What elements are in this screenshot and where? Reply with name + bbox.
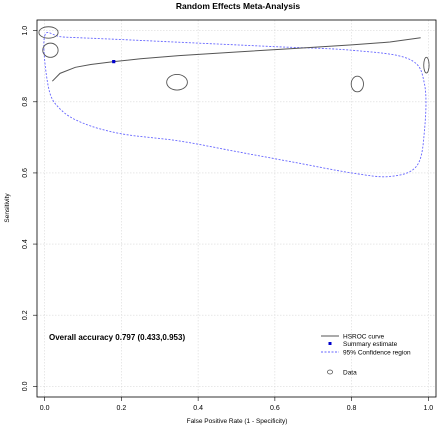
x-tick-label: 0.4 [193, 405, 203, 412]
y-axis-label: Sensitivity [4, 193, 11, 223]
legend-summary-swatch [328, 342, 332, 345]
study-ellipse [423, 56, 430, 74]
legend-data-swatch [327, 369, 333, 375]
plot-frame [36, 19, 437, 398]
study-ellipses-layer [38, 26, 430, 93]
chart-title: Random Effects Meta-Analysis [176, 1, 300, 11]
x-axis-ticks: 0.0 0.2 0.4 0.6 0.8 1.0 [40, 397, 433, 412]
y-tick-label: 0.0 [22, 381, 29, 391]
x-axis-label: False Positive Rate (1 - Specificity) [187, 418, 288, 425]
x-tick-label: 0.2 [117, 405, 127, 412]
x-tick-label: 0.6 [270, 405, 280, 412]
confidence-region [43, 32, 427, 178]
legend-data-label: Data [343, 370, 357, 377]
hsroc-curve-layer [51, 37, 421, 82]
legend-summary-label: Summary estimate [343, 341, 398, 348]
study-ellipse [38, 26, 59, 39]
legend-hsroc-label: HSROC curve [343, 334, 385, 341]
study-ellipse [350, 75, 364, 93]
summary-estimate-point [112, 60, 116, 64]
y-tick-label: 1.0 [22, 26, 29, 36]
y-tick-label: 0.2 [22, 310, 29, 320]
legend-confidence-label: 95% Confidence region [343, 350, 411, 357]
x-tick-label: 0.0 [40, 405, 50, 412]
study-ellipse [166, 73, 188, 91]
y-axis-ticks: 0.0 0.2 0.4 0.6 0.8 1.0 [22, 26, 37, 391]
study-ellipse [42, 42, 59, 58]
x-tick-label: 0.8 [347, 405, 357, 412]
y-tick-label: 0.8 [22, 97, 29, 107]
confidence-region-layer [43, 32, 427, 178]
summary-estimate-layer [112, 60, 116, 64]
y-tick-label: 0.4 [22, 239, 29, 249]
legend: HSROC curve Summary estimate 95% Confide… [321, 334, 411, 377]
y-tick-label: 0.6 [22, 168, 29, 178]
x-tick-label: 1.0 [423, 405, 433, 412]
overall-accuracy-annotation: Overall accuracy 0.797 (0.433,0.953) [49, 333, 185, 342]
hsroc-curve [51, 37, 421, 82]
grid [37, 20, 436, 397]
